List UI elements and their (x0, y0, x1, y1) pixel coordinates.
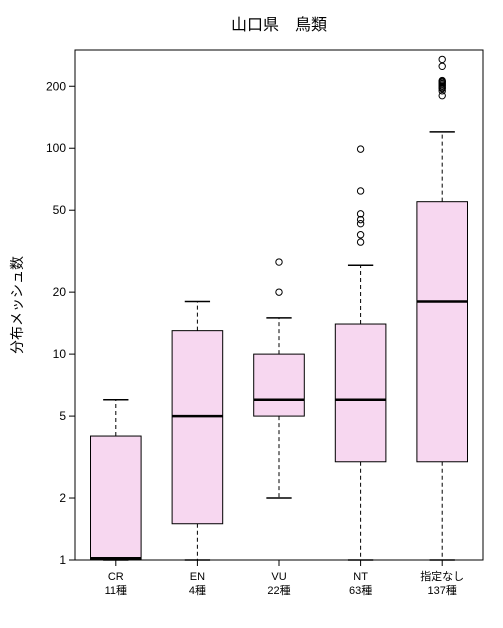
x-tick-label-2: 11種 (105, 583, 127, 597)
y-tick-label: 1 (59, 553, 66, 567)
chart-title: 山口県 鳥類 (231, 16, 327, 34)
x-tick-label-2: 22種 (267, 583, 290, 597)
box (417, 202, 468, 462)
x-tick-label-2: 137種 (428, 583, 457, 597)
y-tick-label: 10 (53, 347, 67, 361)
y-tick-label: 50 (53, 203, 67, 217)
chart-svg: 山口県 鳥類分布メッシュ数 1 2 5 10 20 50 100 200 CR11種 EN4種 VU2… (0, 0, 503, 628)
y-tick-label: 100 (46, 141, 66, 155)
y-axis-label: 分布メッシュ数 (9, 256, 25, 354)
x-tick-label-2: 4種 (189, 583, 206, 597)
y-tick-label: 2 (59, 491, 66, 505)
box (172, 331, 223, 524)
box (91, 436, 142, 560)
y-tick-label: 20 (53, 285, 67, 299)
x-tick-label-1: EN (190, 571, 205, 583)
x-tick-label-2: 63種 (349, 583, 372, 597)
x-tick-label-1: VU (271, 571, 286, 583)
y-tick-label: 200 (46, 79, 66, 93)
box (254, 354, 305, 416)
y-tick-label: 5 (59, 409, 66, 423)
boxplot-chart: 山口県 鳥類分布メッシュ数 1 2 5 10 20 50 100 200 CR11種 EN4種 VU2… (0, 0, 503, 628)
x-tick-label-1: 指定なし (420, 569, 464, 583)
x-tick-label-1: NT (353, 571, 368, 583)
box (335, 324, 386, 462)
x-tick-label-1: CR (108, 571, 124, 583)
